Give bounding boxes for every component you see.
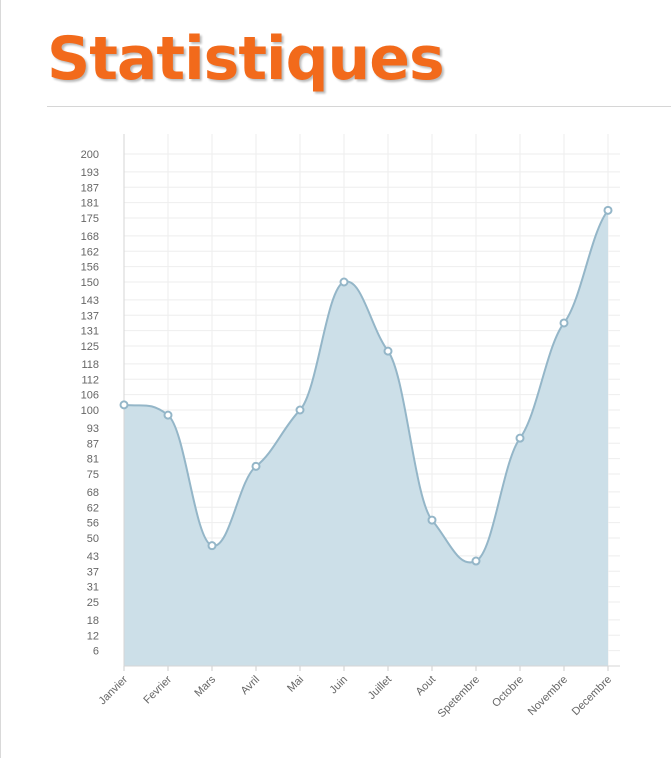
y-tick-label: 18 bbox=[87, 615, 99, 627]
chart-points bbox=[119, 205, 613, 566]
x-tick-label: Avril bbox=[239, 674, 262, 697]
y-tick-label: 200 bbox=[81, 149, 99, 161]
y-tick-label: 37 bbox=[87, 566, 99, 578]
y-tick-label: 75 bbox=[87, 469, 99, 481]
x-tick-label: Janvier bbox=[97, 673, 131, 707]
y-tick-label: 56 bbox=[87, 518, 99, 530]
y-tick-label: 181 bbox=[81, 198, 99, 210]
y-tick-label: 31 bbox=[87, 582, 99, 594]
chart-series bbox=[123, 209, 609, 666]
y-tick-label: 100 bbox=[81, 405, 99, 417]
data-point[interactable] bbox=[251, 461, 261, 471]
y-tick-label: 187 bbox=[81, 182, 99, 194]
y-tick-label: 50 bbox=[87, 533, 99, 545]
data-point[interactable] bbox=[163, 410, 173, 420]
x-tick-label: Decembre bbox=[570, 674, 614, 718]
data-point[interactable] bbox=[471, 556, 481, 566]
data-point[interactable] bbox=[559, 318, 569, 328]
y-tick-label: 106 bbox=[81, 390, 99, 402]
statistics-area-chart: 6 12 18 25 31 37 43 50 56 62 68 75 81 87 93 100 106 112 11… bbox=[81, 134, 620, 720]
y-tick-label: 175 bbox=[81, 213, 99, 225]
page-left-border bbox=[0, 0, 1, 758]
y-tick-label: 137 bbox=[81, 310, 99, 322]
data-point[interactable] bbox=[603, 205, 613, 215]
y-tick-label: 131 bbox=[81, 326, 99, 338]
y-tick-label: 93 bbox=[87, 423, 99, 435]
y-tick-label: 12 bbox=[87, 630, 99, 642]
data-point[interactable] bbox=[119, 400, 129, 410]
x-tick-label: Mars bbox=[192, 673, 218, 699]
y-tick-label: 87 bbox=[87, 438, 99, 450]
x-tick-label: Juin bbox=[327, 674, 350, 697]
title-divider bbox=[47, 106, 671, 107]
x-tick-label: Novembre bbox=[526, 674, 570, 718]
data-point[interactable] bbox=[515, 433, 525, 443]
x-tick-label: Fevrier bbox=[141, 673, 174, 706]
data-point[interactable] bbox=[295, 405, 305, 415]
y-tick-label: 143 bbox=[81, 295, 99, 307]
y-tick-label: 68 bbox=[87, 487, 99, 499]
x-tick-label: Spetembre bbox=[436, 674, 483, 721]
y-tick-label: 125 bbox=[81, 341, 99, 353]
y-tick-label: 168 bbox=[81, 231, 99, 243]
y-tick-label: 6 bbox=[93, 646, 99, 658]
x-tick-label: Mai bbox=[285, 674, 306, 695]
x-tick-label: Juillet bbox=[366, 674, 394, 702]
data-point[interactable] bbox=[207, 541, 217, 551]
y-tick-label: 162 bbox=[81, 246, 99, 258]
data-point[interactable] bbox=[383, 346, 393, 356]
y-tick-label: 156 bbox=[81, 262, 99, 274]
y-tick-label: 43 bbox=[87, 551, 99, 563]
series-area-fill bbox=[124, 210, 608, 666]
x-tick-label: Aout bbox=[414, 674, 438, 698]
y-tick-label: 25 bbox=[87, 597, 99, 609]
y-tick-label: 81 bbox=[87, 454, 99, 466]
y-tick-label: 150 bbox=[81, 277, 99, 289]
y-tick-label: 62 bbox=[87, 502, 99, 514]
page-title: Statistiques bbox=[47, 24, 445, 94]
y-axis-ticks: 6 12 18 25 31 37 43 50 56 62 68 75 81 87 93 100 106 112 11… bbox=[81, 149, 99, 658]
y-tick-label: 193 bbox=[81, 167, 99, 179]
x-axis-ticks: Janvier Fevrier Mars Avril Mai Juin Juillet Aou… bbox=[97, 673, 615, 720]
x-tick-label: Octobre bbox=[490, 674, 526, 710]
y-tick-label: 118 bbox=[81, 359, 99, 371]
chart-axes bbox=[123, 134, 620, 671]
data-point[interactable] bbox=[427, 515, 437, 525]
y-tick-label: 112 bbox=[81, 374, 99, 386]
data-point[interactable] bbox=[339, 277, 349, 287]
